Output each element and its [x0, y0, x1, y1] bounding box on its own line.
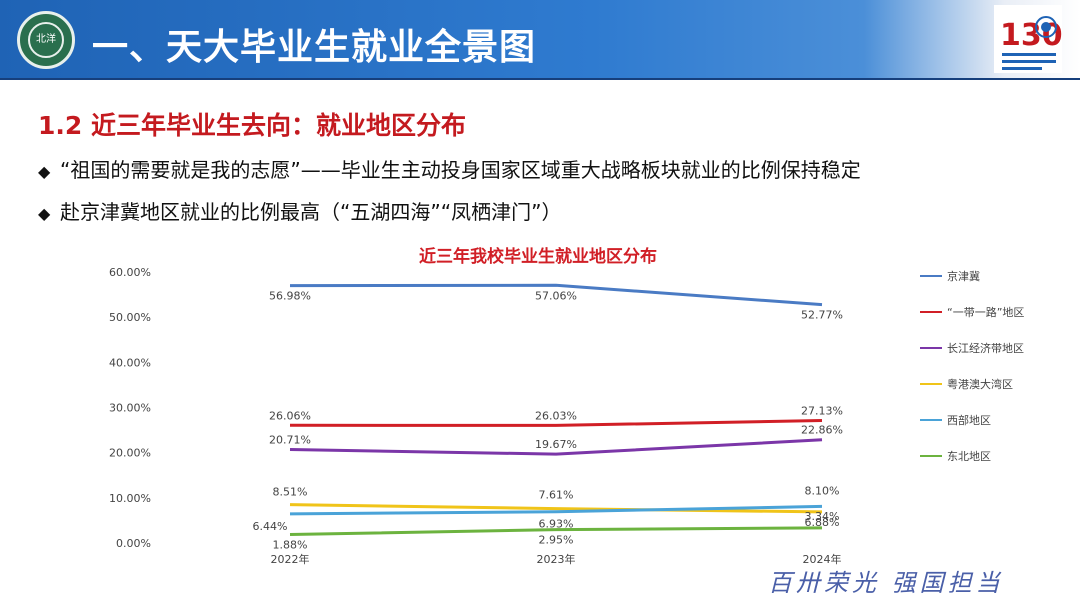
y-tick-label: 20.00% [109, 447, 151, 460]
series-line [289, 438, 823, 456]
legend-label: “一带一路”地区 [947, 306, 1024, 319]
legend-label: 粤港澳大湾区 [947, 377, 1013, 391]
x-tick-label: 2022年 [271, 552, 310, 566]
y-axis: 0.00% 10.00% 20.00% 30.00% 40.00% 50.00% 60.00… [109, 266, 151, 550]
bullet-text-1: “祖国的需要就是我的志愿”——毕业生主动投身国家区域重大战略板块就业的比例保持稳… [60, 158, 861, 182]
data-label: 19.67% [535, 438, 577, 451]
data-labels: 56.98% 57.06% 52.77% 26.06% 26.03% 27.13% 20.7… [253, 289, 843, 551]
y-tick-label: 10.00% [109, 492, 151, 505]
legend-label: 东北地区 [947, 450, 991, 463]
bullet-text-2: 赴京津冀地区就业的比例最高（“五湖四海”“凤栖津门”） [60, 200, 562, 224]
slogan: 百卅荣光 强国担当 [768, 569, 1004, 597]
data-label: 52.77% [801, 309, 843, 322]
legend-label: 西部地区 [947, 413, 991, 427]
diamond-bullet-icon: ◆ [38, 204, 51, 223]
series-lines [289, 283, 823, 537]
y-tick-label: 40.00% [109, 356, 151, 369]
header-bar: 北洋 一、天大毕业生就业全景图 130 [0, 0, 1080, 80]
x-tick-label: 2024年 [803, 552, 842, 566]
data-label: 56.98% [269, 290, 311, 303]
data-label: 20.71% [269, 433, 311, 446]
series-line [289, 526, 823, 537]
diamond-bullet-icon: ◆ [38, 162, 51, 181]
y-tick-label: 0.00% [116, 537, 151, 550]
logo-text: 北洋 [28, 22, 64, 58]
data-label: 6.88% [805, 516, 840, 529]
legend-label: 京津冀 [947, 269, 980, 283]
data-label: 3.34% [805, 510, 840, 523]
data-label: 1.88% [273, 539, 308, 552]
bullet-item-2: ◆ 赴京津冀地区就业的比例最高（“五湖四海”“凤栖津门”） [38, 196, 561, 225]
chart-title: 近三年我校毕业生就业地区分布 [419, 246, 657, 267]
x-axis: 2022年 2023年 2024年 [271, 552, 842, 566]
data-label: 6.93% [539, 518, 574, 531]
y-tick-label: 30.00% [109, 402, 151, 415]
data-label: 6.44% [253, 520, 288, 533]
bullet-item-1: ◆ “祖国的需要就是我的志愿”——毕业生主动投身国家区域重大战略板块就业的比例保持… [38, 154, 861, 183]
anniversary-logo: 130 [994, 5, 1062, 73]
data-label: 57.06% [535, 289, 577, 302]
series-line [289, 418, 823, 427]
legend-label: 长江经济带地区 [947, 341, 1024, 355]
series-line [289, 283, 823, 307]
data-label: 22.86% [801, 424, 843, 437]
series-line [289, 503, 823, 514]
y-tick-label: 60.00% [109, 266, 151, 279]
data-label: 7.61% [539, 489, 574, 502]
page-title: 一、天大毕业生就业全景图 [92, 27, 537, 68]
section-title: 1.2 近三年毕业生去向：就业地区分布 [38, 111, 466, 140]
university-logo: 北洋 [17, 11, 75, 69]
data-label: 8.10% [805, 484, 840, 497]
data-label: 27.13% [801, 404, 843, 417]
data-label: 26.03% [535, 409, 577, 422]
series-line [289, 504, 823, 516]
y-tick-label: 50.00% [109, 311, 151, 324]
data-label: 8.51% [273, 486, 308, 499]
data-label: 2.95% [539, 534, 574, 547]
x-tick-label: 2023年 [537, 552, 576, 566]
data-label: 26.06% [269, 409, 311, 422]
